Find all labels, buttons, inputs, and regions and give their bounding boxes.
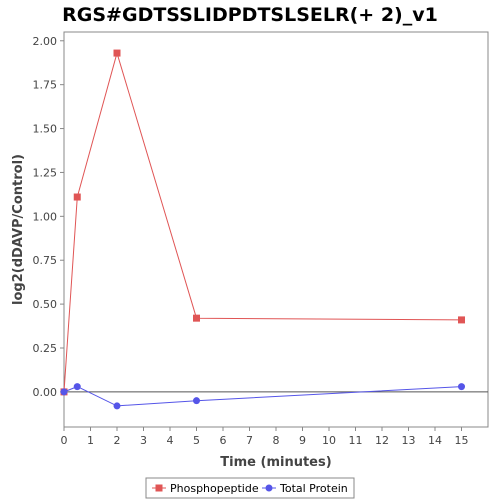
- x-tick-label: 11: [349, 434, 363, 447]
- data-point-circle: [113, 402, 121, 410]
- data-point-circle: [60, 388, 68, 396]
- x-tick-label: 14: [428, 434, 442, 447]
- x-tick-label: 13: [402, 434, 416, 447]
- x-tick-label: 7: [246, 434, 253, 447]
- data-point-square: [458, 316, 465, 324]
- plot-border: [63, 31, 489, 428]
- x-tick-label: 8: [273, 434, 280, 447]
- data-point-circle: [73, 383, 81, 391]
- y-tick-label: 0.50: [33, 298, 58, 311]
- legend-marker-circle: [265, 484, 273, 492]
- legend-label-2: Total Protein: [279, 482, 348, 495]
- x-tick-label: 10: [322, 434, 336, 447]
- x-tick-label: 2: [114, 434, 121, 447]
- plot-area: [63, 31, 489, 428]
- x-tick-label: 4: [167, 434, 174, 447]
- x-tick-label: 0: [61, 434, 68, 447]
- data-point-circle: [458, 383, 465, 391]
- legend: Phosphopeptide Total Protein: [145, 477, 355, 499]
- chart-title: RGS#GDTSSLIDPDTSLSELR(+ 2)_v1: [62, 4, 438, 26]
- legend-label-1: Phosphopeptide: [170, 482, 259, 495]
- x-axis: 0 1 2 3 4 5 6 7 8 9 10 11 12 13 14 15: [61, 427, 469, 447]
- x-tick-label: 5: [193, 434, 200, 447]
- y-tick-label: 1.50: [33, 123, 58, 136]
- y-tick-label: 0.75: [33, 254, 58, 267]
- data-point-circle: [193, 397, 200, 405]
- x-tick-label: 6: [220, 434, 227, 447]
- y-tick-label: 1.25: [33, 166, 58, 179]
- x-tick-label: 15: [455, 434, 469, 447]
- data-point-square: [193, 314, 200, 322]
- legend-box: [145, 477, 355, 499]
- y-axis-label: log2(dDAVP/Control): [11, 154, 26, 305]
- x-axis-label: Time (minutes): [220, 455, 331, 470]
- series-layer: [60, 49, 465, 410]
- data-point-square: [73, 193, 81, 201]
- y-tick-label: 0.00: [33, 386, 58, 399]
- y-tick-label: 0.25: [33, 342, 58, 355]
- x-tick-label: 12: [375, 434, 389, 447]
- y-tick-label: 1.00: [33, 210, 58, 223]
- y-axis: 0.00 0.25 0.50 0.75 1.00 1.25 1.50 1.75 2.00: [33, 35, 64, 399]
- data-point-square: [113, 49, 121, 57]
- x-tick-label: 1: [87, 434, 94, 447]
- x-tick-label: 9: [299, 434, 306, 447]
- y-tick-label: 1.75: [33, 79, 58, 92]
- y-tick-label: 2.00: [33, 35, 58, 48]
- x-tick-label: 3: [140, 434, 147, 447]
- legend-marker-square: [155, 484, 163, 492]
